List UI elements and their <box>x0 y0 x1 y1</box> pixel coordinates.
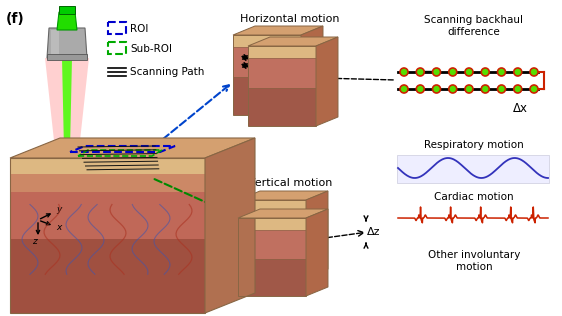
Text: ROI: ROI <box>130 24 148 34</box>
Bar <box>233 47 301 77</box>
Text: Δz: Δz <box>367 227 380 237</box>
Text: Scanning backhaul
difference: Scanning backhaul difference <box>424 15 523 37</box>
Bar <box>238 212 306 241</box>
Bar <box>248 46 316 126</box>
Polygon shape <box>238 191 328 200</box>
Circle shape <box>465 68 473 76</box>
Circle shape <box>433 68 441 76</box>
Bar <box>238 200 306 212</box>
Circle shape <box>514 85 522 93</box>
Polygon shape <box>57 12 77 30</box>
Bar <box>238 218 306 230</box>
Text: (f): (f) <box>6 12 25 26</box>
Bar <box>238 218 306 296</box>
Text: Sub-ROI: Sub-ROI <box>130 44 172 54</box>
Bar <box>233 77 301 115</box>
Bar <box>397 155 549 183</box>
Text: Other involuntary
motion: Other involuntary motion <box>428 250 520 271</box>
Bar <box>233 35 301 47</box>
Circle shape <box>433 85 441 93</box>
Circle shape <box>481 85 490 93</box>
Text: Δx: Δx <box>513 102 528 115</box>
Bar <box>248 88 316 126</box>
Circle shape <box>416 85 424 93</box>
Polygon shape <box>47 28 87 58</box>
Text: Cardiac motion: Cardiac motion <box>434 192 514 202</box>
Polygon shape <box>301 26 323 115</box>
Polygon shape <box>205 138 255 313</box>
Bar <box>233 35 301 115</box>
Text: Scanning Path: Scanning Path <box>130 67 205 77</box>
Bar <box>248 46 316 58</box>
Bar <box>10 239 205 313</box>
Text: Respiratory motion: Respiratory motion <box>424 140 524 150</box>
Polygon shape <box>10 138 255 158</box>
Bar <box>248 58 316 88</box>
Text: x: x <box>56 222 61 232</box>
Polygon shape <box>45 58 89 150</box>
Bar <box>238 230 306 259</box>
Polygon shape <box>233 26 323 35</box>
Bar <box>238 200 306 278</box>
Circle shape <box>497 68 505 76</box>
Circle shape <box>400 85 408 93</box>
Bar <box>51 30 59 56</box>
Text: z: z <box>32 238 37 246</box>
Circle shape <box>400 68 408 76</box>
Circle shape <box>497 85 505 93</box>
Circle shape <box>416 68 424 76</box>
Circle shape <box>481 68 490 76</box>
Circle shape <box>530 85 538 93</box>
Circle shape <box>465 85 473 93</box>
Bar <box>10 173 205 192</box>
Text: Vertical motion: Vertical motion <box>248 178 332 188</box>
Bar <box>238 259 306 296</box>
Bar <box>10 192 205 239</box>
Bar <box>47 54 87 60</box>
Circle shape <box>448 85 457 93</box>
Polygon shape <box>248 37 338 46</box>
Circle shape <box>514 68 522 76</box>
Bar <box>10 158 205 173</box>
Text: y: y <box>56 205 61 215</box>
Bar <box>10 158 205 313</box>
Bar <box>238 241 306 278</box>
Polygon shape <box>62 58 72 150</box>
Circle shape <box>448 68 457 76</box>
Circle shape <box>530 68 538 76</box>
Bar <box>59 6 75 14</box>
Text: Horizontal motion: Horizontal motion <box>240 14 340 24</box>
Polygon shape <box>316 37 338 126</box>
Polygon shape <box>306 191 328 278</box>
Polygon shape <box>306 209 328 296</box>
Polygon shape <box>238 209 328 218</box>
